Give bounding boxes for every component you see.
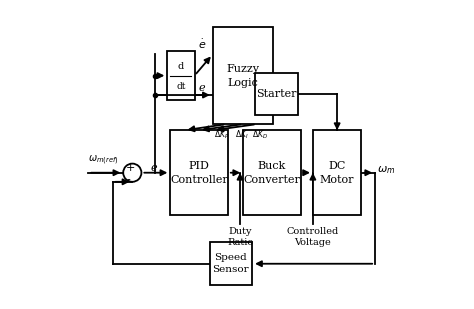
Text: PID
Controller: PID Controller <box>170 161 228 185</box>
Text: e: e <box>150 163 157 173</box>
Text: $\Delta K_P$: $\Delta K_P$ <box>214 129 230 141</box>
Text: $\omega_m$: $\omega_m$ <box>376 164 395 176</box>
Text: d: d <box>178 62 184 71</box>
Text: Fuzzy
Logic: Fuzzy Logic <box>227 64 260 88</box>
Text: $\omega_{m(ref)}$: $\omega_{m(ref)}$ <box>88 153 119 167</box>
FancyBboxPatch shape <box>255 73 298 115</box>
Text: $\Delta K_I$: $\Delta K_I$ <box>235 129 248 141</box>
Text: +: + <box>126 163 135 173</box>
FancyBboxPatch shape <box>213 27 273 124</box>
FancyBboxPatch shape <box>210 243 252 285</box>
Text: dt: dt <box>176 82 186 91</box>
Text: $\Delta K_D$: $\Delta K_D$ <box>252 129 268 141</box>
Text: DC
Motor: DC Motor <box>320 161 355 185</box>
FancyBboxPatch shape <box>167 51 194 100</box>
Text: Buck
Converter: Buck Converter <box>244 161 301 185</box>
Text: e: e <box>199 83 205 93</box>
FancyBboxPatch shape <box>313 130 361 215</box>
Circle shape <box>123 163 141 182</box>
Text: Controlled
Voltage: Controlled Voltage <box>287 227 339 248</box>
Text: Speed
Sensor: Speed Sensor <box>213 253 249 274</box>
Text: $\dot{e}$: $\dot{e}$ <box>198 38 207 51</box>
FancyBboxPatch shape <box>243 130 301 215</box>
Text: -: - <box>127 175 130 185</box>
FancyBboxPatch shape <box>170 130 228 215</box>
Text: Duty
Ratio: Duty Ratio <box>227 227 253 248</box>
Text: Starter: Starter <box>256 89 297 99</box>
